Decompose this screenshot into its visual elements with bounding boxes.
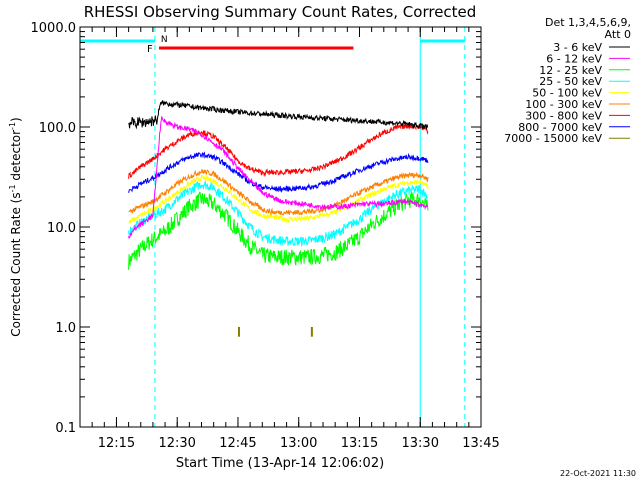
legend-label: 12 - 25 keV <box>539 64 602 77</box>
series-line-6-12-kev <box>128 115 428 239</box>
series-line-300-800-kev <box>128 123 429 179</box>
legend-label: 50 - 100 keV <box>532 87 602 100</box>
y-tick-label: 100.0 <box>39 121 76 136</box>
legend-label: 300 - 800 keV <box>525 109 602 122</box>
legend-label: 3 - 6 keV <box>553 41 602 54</box>
legend-label: 6 - 12 keV <box>546 52 602 65</box>
x-tick-label: 12:30 <box>158 436 195 451</box>
legend-label: 800 - 7000 keV <box>518 121 602 134</box>
x-tick-label: 12:15 <box>98 436 135 451</box>
x-tick-label: 13:30 <box>402 436 439 451</box>
y-axis-label: Corrected Count Rate (s-1 detector-1) <box>8 117 23 336</box>
date-stamp: 22-Oct-2021 11:30 <box>560 469 636 478</box>
series-mark-7000-15000-kev <box>310 327 313 337</box>
legend-header-line-1: Det 1,3,4,5,6,9, <box>545 16 631 29</box>
y-tick-label: 1000.0 <box>31 21 77 36</box>
plot-area: FN <box>79 27 466 427</box>
night-flag-label: N <box>161 35 168 45</box>
series-line-100-300-kev <box>128 168 429 216</box>
series-line-3-6-kev <box>128 100 429 130</box>
flare-flag-label: F <box>147 44 153 55</box>
x-tick-label: 13:00 <box>280 436 317 451</box>
series-line-25-50-kev <box>128 180 428 248</box>
legend-header-line-2: Att 0 <box>605 28 631 41</box>
x-axis: 12:15 12:30 12:45 13:00 13:15 13:30 13:45 <box>79 27 500 451</box>
chart-title: RHESSI Observing Summary Count Rates, Co… <box>84 3 477 21</box>
legend-label: 100 - 300 keV <box>525 98 602 111</box>
legend-label: 25 - 50 keV <box>539 75 602 88</box>
series-line-800-7000-kev <box>128 151 429 193</box>
series-line-50-100-kev <box>128 173 429 224</box>
series-mark-7000-15000-kev <box>237 327 240 337</box>
y-axis: 1000.0 100.0 10.0 1.0 0.1 <box>31 21 481 436</box>
x-axis-label: Start Time (13-Apr-14 12:06:02) <box>176 456 384 471</box>
legend-label: 7000 - 15000 keV <box>504 132 602 145</box>
x-tick-label: 13:45 <box>462 436 499 451</box>
x-tick-label: 13:15 <box>341 436 378 451</box>
series-line-12-25-kev <box>128 191 429 270</box>
y-tick-label: 10.0 <box>47 221 76 236</box>
x-tick-label: 12:45 <box>219 436 256 451</box>
y-tick-label: 1.0 <box>55 321 76 336</box>
y-tick-label: 0.1 <box>55 421 76 436</box>
